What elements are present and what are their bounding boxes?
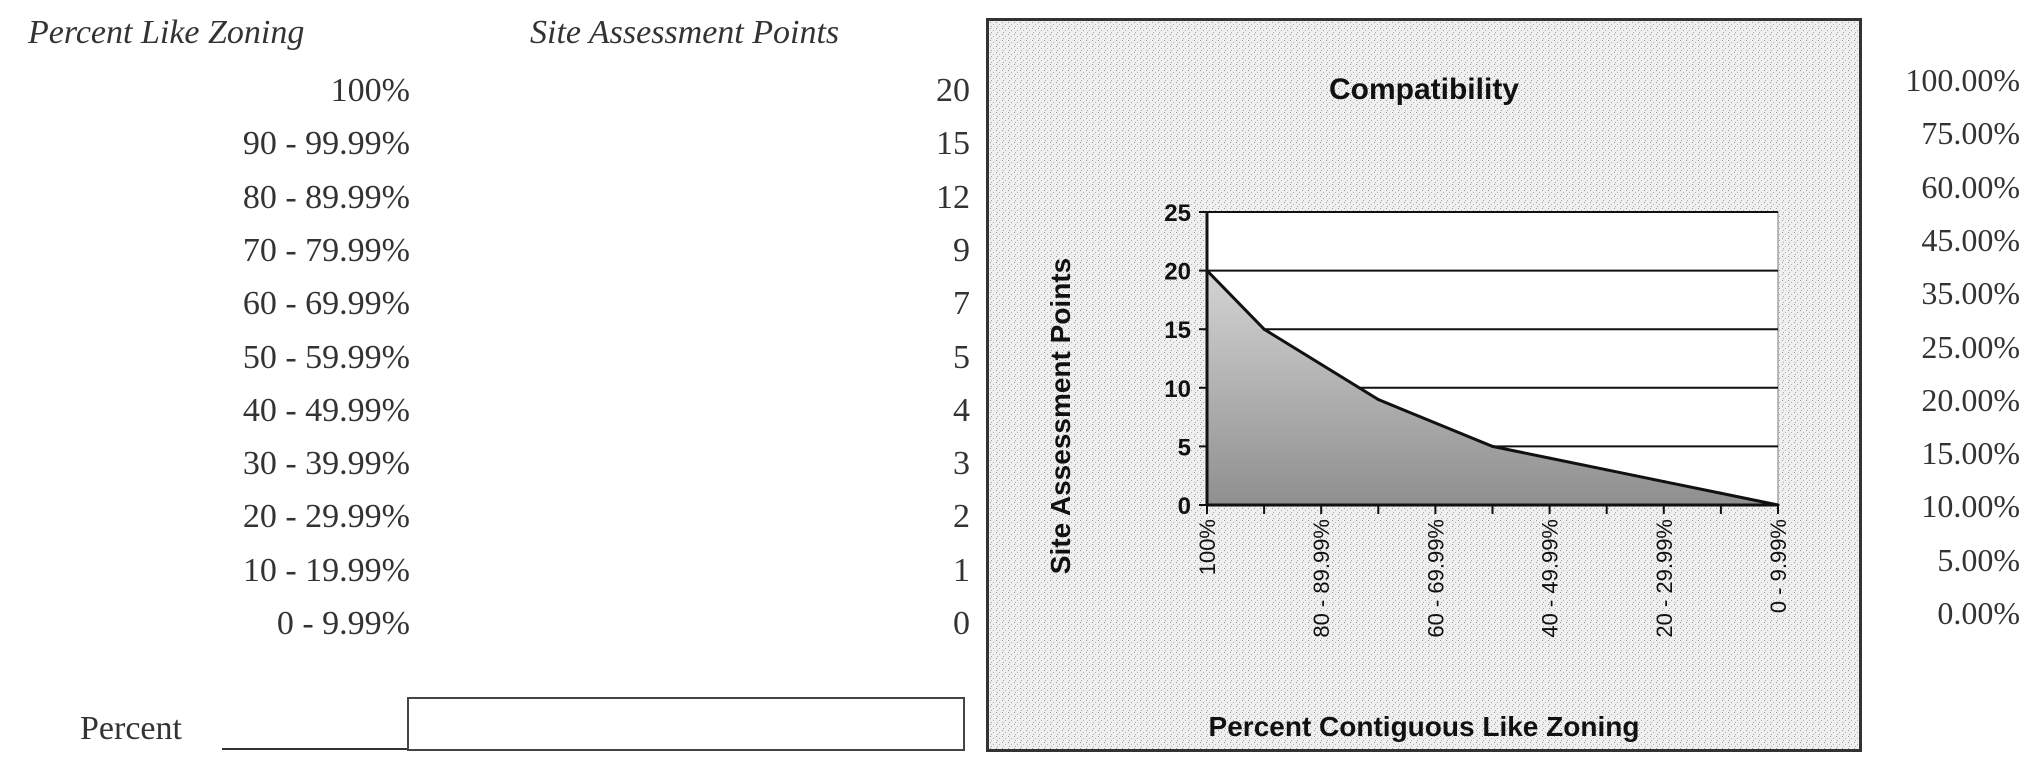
x-category-label: 60 - 69.99% — [1423, 519, 1448, 638]
x-category-label: 0 - 9.99% — [1766, 519, 1791, 613]
zoning-range-label: 0 - 9.99% — [276, 605, 410, 642]
right-percent-value: 100.00% — [1905, 62, 2020, 98]
zoning-range-label: 50 - 59.99% — [242, 338, 410, 376]
points-value: 2 — [953, 498, 970, 536]
y-tick-label: 10 — [1164, 376, 1191, 403]
compatibility-chart: 0 5 10 15 20 25 100% 80 - 89.99% 60 - 69.99% 40 -… — [986, 18, 1862, 752]
zoning-range-label: 100% — [330, 72, 410, 109]
points-value: 4 — [953, 391, 970, 429]
y-tick-label: 5 — [1178, 434, 1191, 461]
x-axis-title: Percent Contiguous Like Zoning — [1208, 711, 1640, 742]
y-tick-label: 20 — [1164, 259, 1191, 286]
data-point — [1433, 421, 1437, 425]
x-category-label: 20 - 29.99% — [1652, 519, 1677, 638]
zoning-range-label: 90 - 99.99% — [242, 125, 410, 163]
data-point — [1376, 398, 1380, 402]
percent-underline — [222, 748, 408, 750]
right-percent-value: 5.00% — [1937, 541, 2020, 578]
data-point — [1719, 491, 1723, 495]
area-fill — [1207, 270, 1778, 505]
points-value: 7 — [953, 285, 970, 323]
right-percent-value: 75.00% — [1921, 115, 2020, 152]
chart-svg: 0 5 10 15 20 25 100% 80 - 89.99% 60 - 69.99% 40 -… — [989, 21, 1859, 749]
points-value: 3 — [953, 445, 970, 483]
points-value: 9 — [953, 231, 970, 269]
points-value: 1 — [953, 551, 970, 589]
zoning-range-label: 80 - 89.99% — [242, 178, 410, 216]
points-value: 20 — [936, 72, 970, 109]
x-category-label: 80 - 89.99% — [1309, 519, 1334, 638]
points-value: 0 — [953, 605, 970, 642]
right-percent-value: 35.00% — [1921, 275, 2020, 312]
data-point — [1662, 480, 1666, 484]
data-point — [1262, 327, 1266, 331]
zoning-range-label: 60 - 69.99% — [242, 285, 410, 323]
y-tick-label: 15 — [1164, 317, 1191, 344]
y-axis-title: Site Assessment Points — [1045, 257, 1076, 575]
percent-label: Percent — [80, 710, 182, 747]
x-category-label: 40 - 49.99% — [1538, 519, 1563, 638]
data-point — [1319, 362, 1323, 366]
right-percent-value: 20.00% — [1921, 381, 2020, 418]
data-point — [1491, 444, 1494, 448]
zoning-range-label: 20 - 29.99% — [242, 498, 410, 536]
zoning-range-label: 70 - 79.99% — [242, 231, 410, 269]
percent-like-zoning-header: Percent Like Zoning — [28, 14, 305, 51]
points-value: 5 — [953, 338, 970, 376]
points-value: 12 — [936, 178, 970, 216]
right-percent-value: 15.00% — [1921, 435, 2020, 472]
zoning-range-label: 40 - 49.99% — [242, 391, 410, 429]
chart-title: Compatibility — [1328, 73, 1519, 106]
right-percent-value: 45.00% — [1921, 221, 2020, 258]
right-percent-value: 10.00% — [1921, 488, 2020, 525]
points-value: 15 — [936, 125, 970, 163]
right-percent-value: 0.00% — [1937, 595, 2020, 631]
y-tick-label: 25 — [1164, 200, 1191, 227]
site-assessment-points-header: Site Assessment Points — [530, 14, 840, 51]
percent-input[interactable] — [407, 697, 965, 751]
right-percent-value: 60.00% — [1921, 168, 2020, 205]
zoning-range-label: 10 - 19.99% — [242, 551, 410, 589]
x-category-label: 100% — [1195, 519, 1220, 575]
data-point — [1605, 468, 1609, 472]
zoning-range-label: 30 - 39.99% — [242, 445, 410, 483]
right-percent-value: 25.00% — [1921, 328, 2020, 365]
y-tick-label: 0 — [1178, 493, 1191, 520]
data-point — [1548, 456, 1552, 460]
